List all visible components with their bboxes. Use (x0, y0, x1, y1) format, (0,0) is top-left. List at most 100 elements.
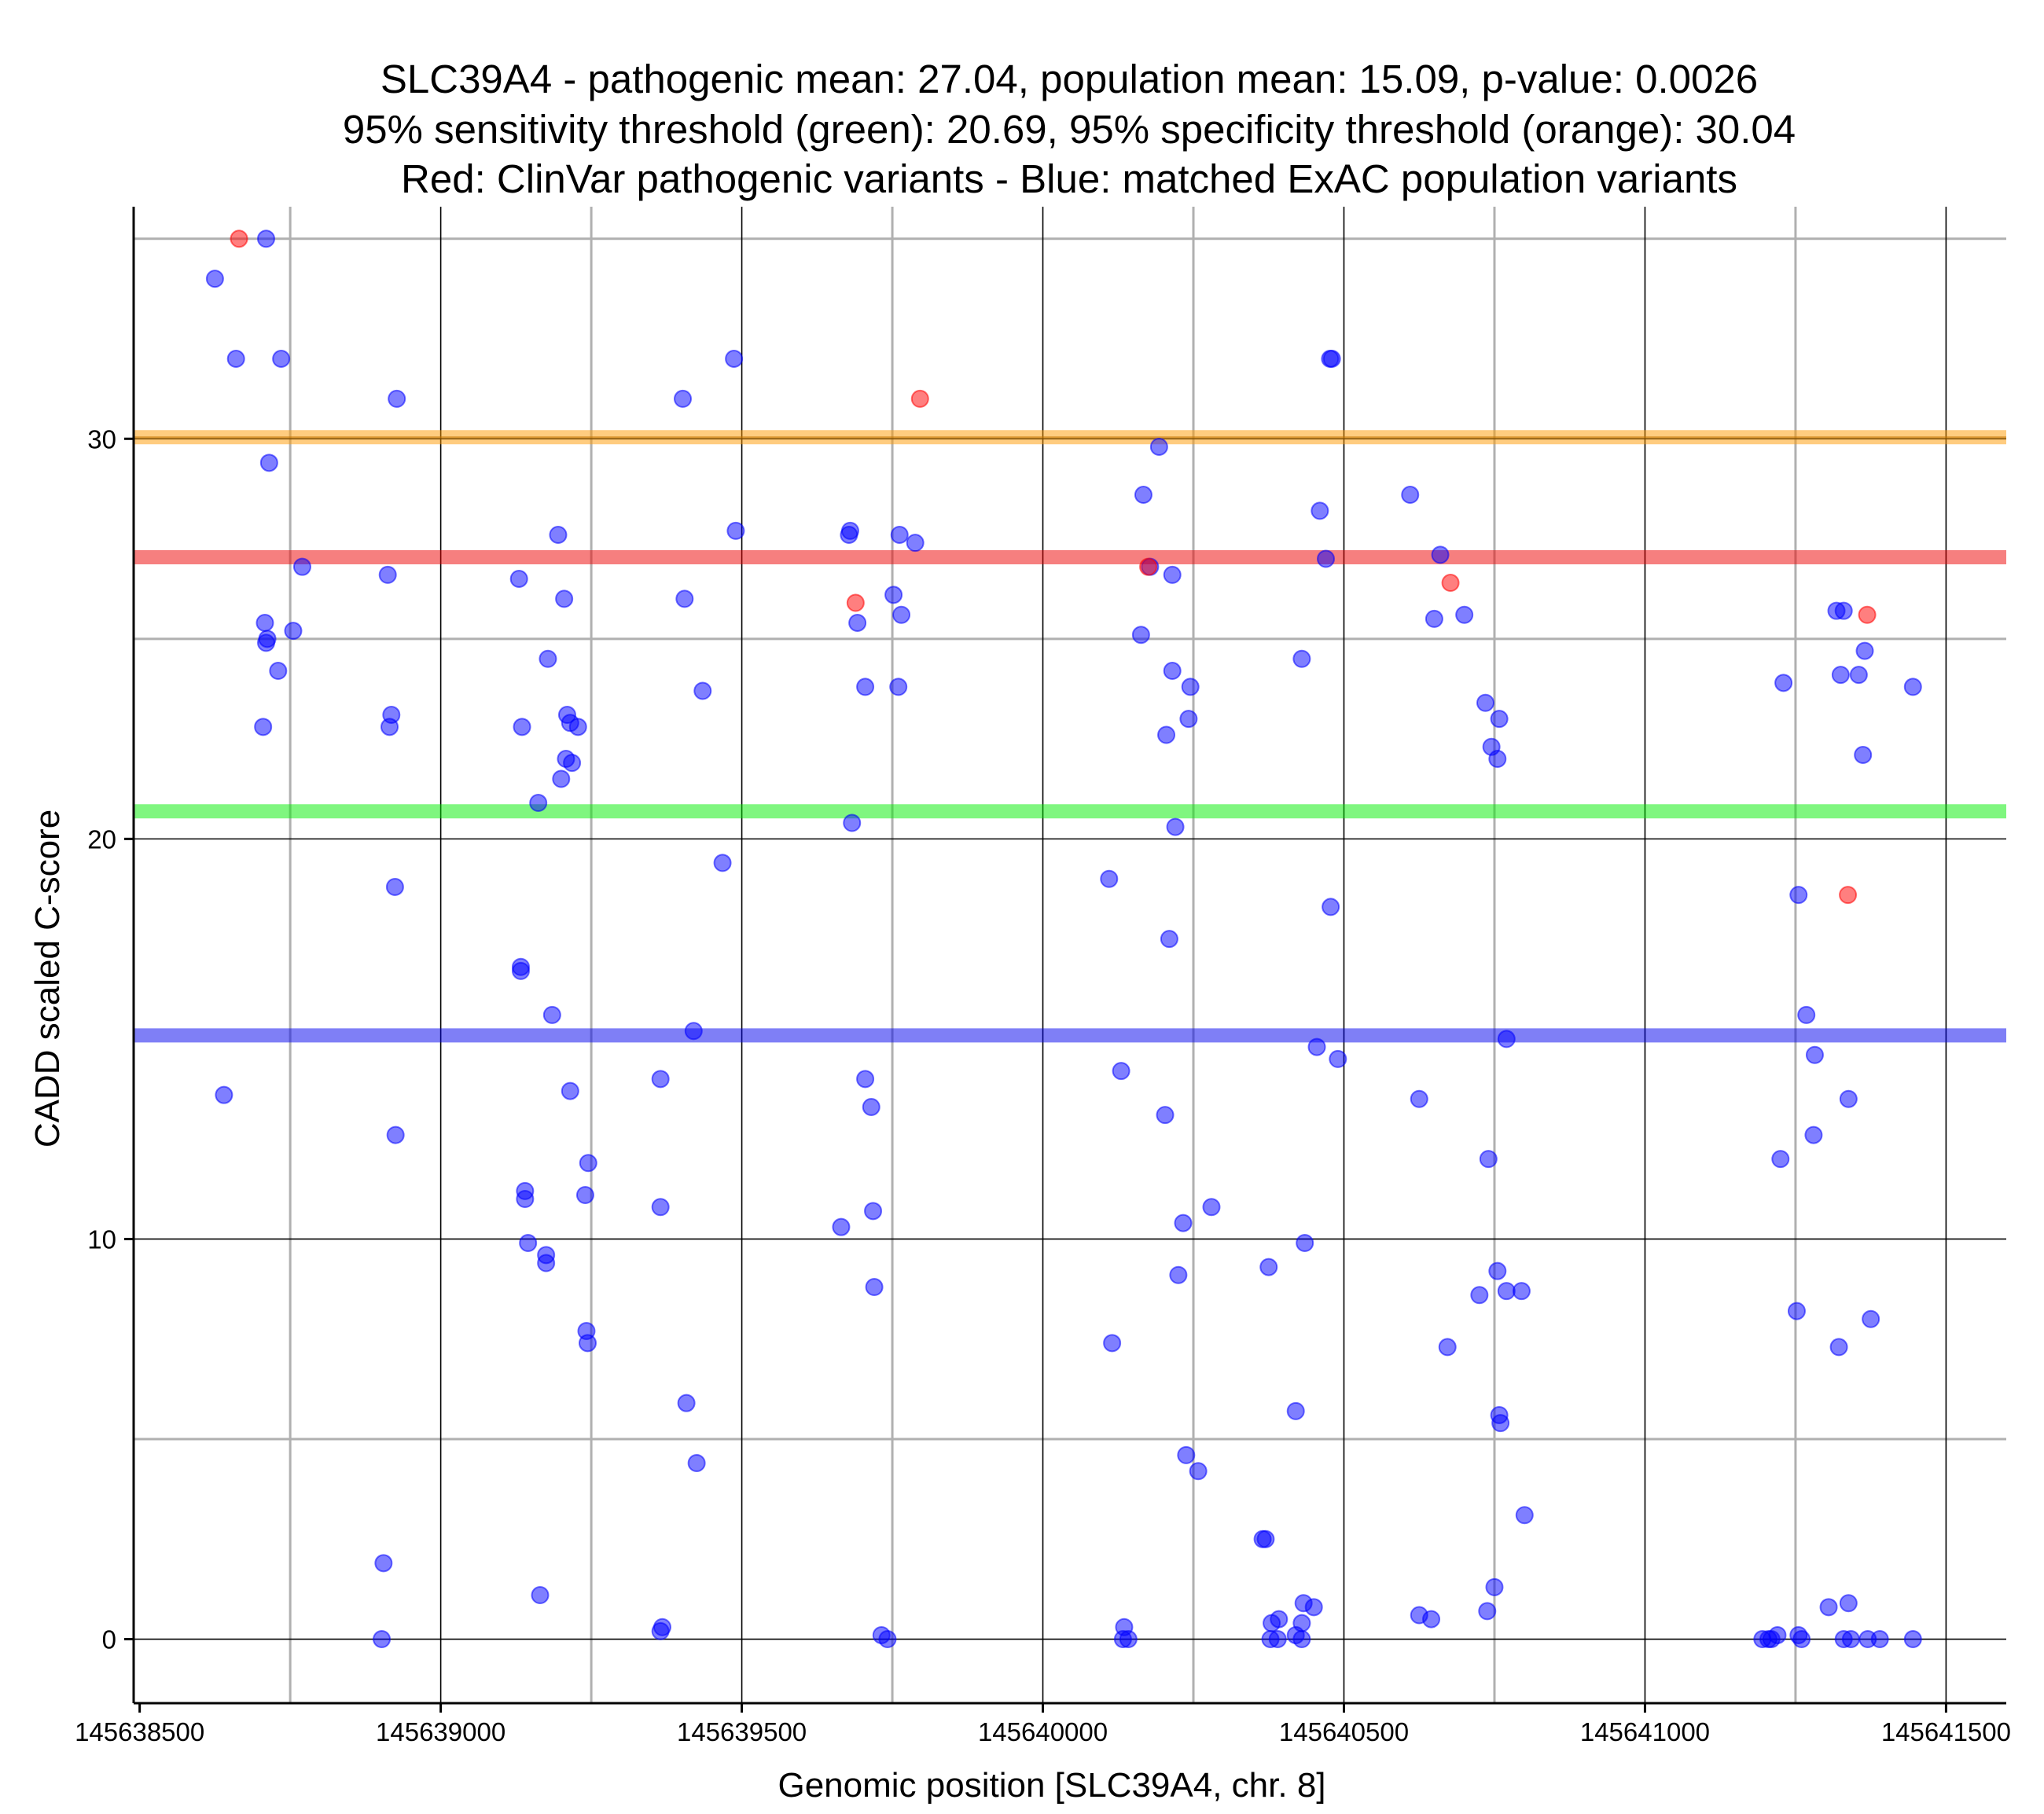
population-point-4 (259, 454, 278, 472)
population-point-91 (1156, 1106, 1175, 1125)
population-point-140 (1491, 1414, 1510, 1433)
population-point-90 (1112, 1062, 1130, 1081)
population-point-156 (1805, 1045, 1824, 1064)
population-point-36 (513, 718, 531, 736)
pathogenic-point-2 (846, 593, 865, 612)
population-point-6 (256, 613, 274, 632)
pathogenic-point-1 (910, 389, 929, 408)
population-point-104 (1317, 549, 1336, 568)
population-point-86 (1157, 725, 1176, 744)
population-point-72 (862, 1097, 880, 1116)
population-point-109 (1296, 1234, 1314, 1253)
population-point-125 (1425, 609, 1443, 628)
x-tick-label-2: 145639500 (677, 1717, 807, 1746)
population-point-35 (561, 1081, 579, 1100)
population-point-24 (539, 649, 557, 668)
population-point-19 (374, 1554, 393, 1573)
population-point-34 (542, 1005, 561, 1024)
population-point-93 (1174, 1214, 1193, 1232)
y-tick-label-0: 0 (102, 1625, 116, 1654)
population-point-137 (1470, 1286, 1489, 1305)
population-point-136 (1512, 1282, 1531, 1301)
population-point-143 (1478, 1602, 1497, 1621)
population-point-170 (1792, 1630, 1811, 1649)
x-tick-label-6: 145641500 (1881, 1717, 2011, 1746)
population-point-43 (575, 1185, 594, 1204)
population-point-22 (549, 525, 568, 544)
x-tick-label-5: 145641000 (1580, 1717, 1710, 1746)
population-point-70 (843, 813, 862, 832)
population-point-69 (889, 677, 908, 696)
title-line-2: 95% sensitivity threshold (green): 20.69… (343, 107, 1796, 152)
population-point-158 (1804, 1125, 1823, 1144)
chart-title: SLC39A4 - pathogenic mean: 27.04, popula… (343, 57, 1796, 201)
population-point-75 (865, 1278, 884, 1297)
population-point-163 (1819, 1598, 1838, 1617)
pathogenic-point-0 (230, 230, 248, 248)
population-point-175 (1903, 1630, 1922, 1649)
population-point-107 (1307, 1037, 1326, 1056)
population-point-110 (1259, 1258, 1278, 1276)
population-point-23 (555, 589, 574, 608)
population-point-153 (1903, 677, 1922, 696)
population-point-3 (272, 349, 291, 368)
population-point-33 (511, 961, 530, 980)
population-point-149 (1849, 666, 1868, 685)
population-point-67 (892, 605, 911, 624)
y-axis-title: CADD scaled C-score (28, 810, 67, 1148)
population-point-160 (1787, 1302, 1806, 1320)
x-tick-label-3: 145640000 (978, 1717, 1108, 1746)
population-point-134 (1488, 1261, 1507, 1280)
population-point-174 (1870, 1630, 1889, 1649)
population-point-5 (292, 557, 311, 576)
title-line-1: SLC39A4 - pathogenic mean: 27.04, popula… (380, 57, 1758, 101)
population-point-138 (1438, 1338, 1457, 1357)
population-point-150 (1855, 641, 1874, 660)
population-point-77 (878, 1630, 897, 1649)
population-point-11 (254, 718, 273, 736)
population-point-60 (651, 1621, 670, 1640)
x-axis-title: Genomic position [SLC39A4, chr. 8] (778, 1766, 1325, 1805)
population-point-168 (1762, 1630, 1781, 1649)
reference-lines (134, 430, 2006, 1043)
population-point-89 (1160, 930, 1178, 949)
population-point-164 (1839, 1594, 1858, 1613)
pathogenic-point-4 (1441, 574, 1460, 593)
population-point-84 (1181, 677, 1200, 696)
population-point-56 (651, 1198, 670, 1217)
population-point-146 (1774, 674, 1793, 692)
population-point-172 (1841, 1630, 1860, 1649)
population-point-151 (1831, 666, 1850, 685)
population-point-152 (1854, 745, 1873, 764)
population-point-106 (1322, 898, 1340, 916)
population-point-122 (1292, 1630, 1311, 1649)
population-point-155 (1797, 1005, 1816, 1024)
grid (134, 207, 2006, 1703)
population-point-126 (1455, 605, 1474, 624)
population-point-65 (884, 586, 903, 604)
population-point-42 (537, 1254, 556, 1272)
population-point-53 (713, 854, 732, 872)
population-point-88 (1100, 869, 1119, 888)
population-point-133 (1479, 1150, 1498, 1169)
population-point-102 (1321, 349, 1340, 368)
population-point-142 (1485, 1577, 1504, 1596)
population-point-20 (373, 1630, 392, 1649)
population-point-141 (1515, 1506, 1534, 1525)
population-point-145 (1422, 1610, 1441, 1629)
data-points (205, 230, 1922, 1649)
x-tick-label-4: 145640500 (1279, 1717, 1409, 1746)
population-point-2 (226, 349, 245, 368)
population-point-131 (1497, 1030, 1516, 1048)
y-tick-label-1: 10 (87, 1225, 116, 1254)
population-point-58 (687, 1454, 706, 1473)
population-point-29 (563, 754, 582, 773)
population-point-94 (1169, 1265, 1188, 1284)
population-point-113 (1256, 1529, 1275, 1548)
population-point-66 (848, 613, 867, 632)
population-point-129 (1488, 750, 1507, 769)
population-point-47 (531, 1586, 550, 1605)
population-point-95 (1103, 1334, 1122, 1353)
population-point-80 (1131, 626, 1150, 644)
population-point-0 (205, 270, 224, 288)
